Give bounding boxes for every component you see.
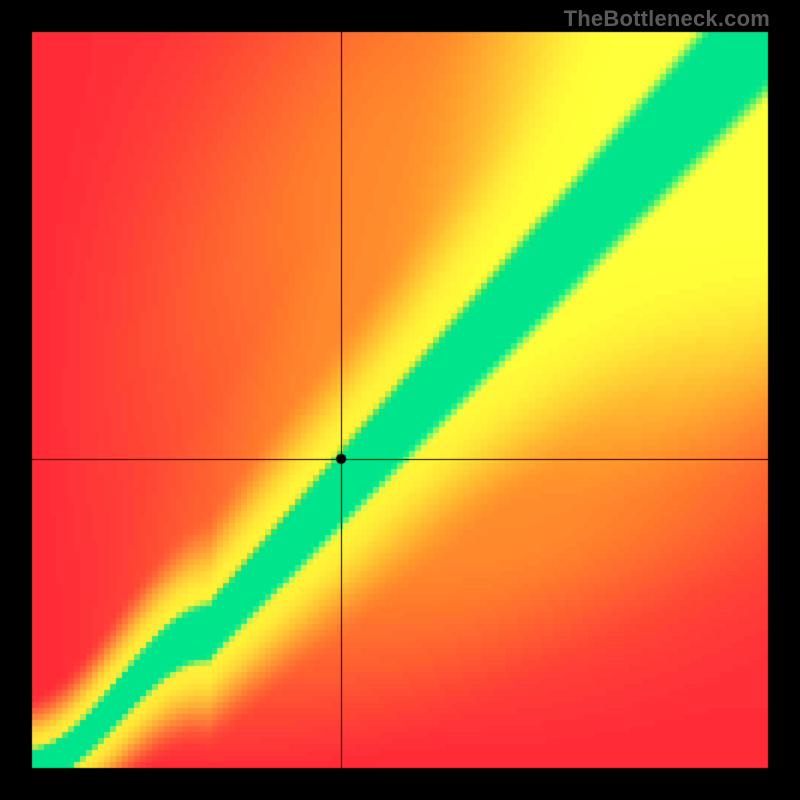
chart-container: TheBottleneck.com [0,0,800,800]
heatmap-canvas [0,0,800,800]
watermark-text: TheBottleneck.com [564,6,770,32]
